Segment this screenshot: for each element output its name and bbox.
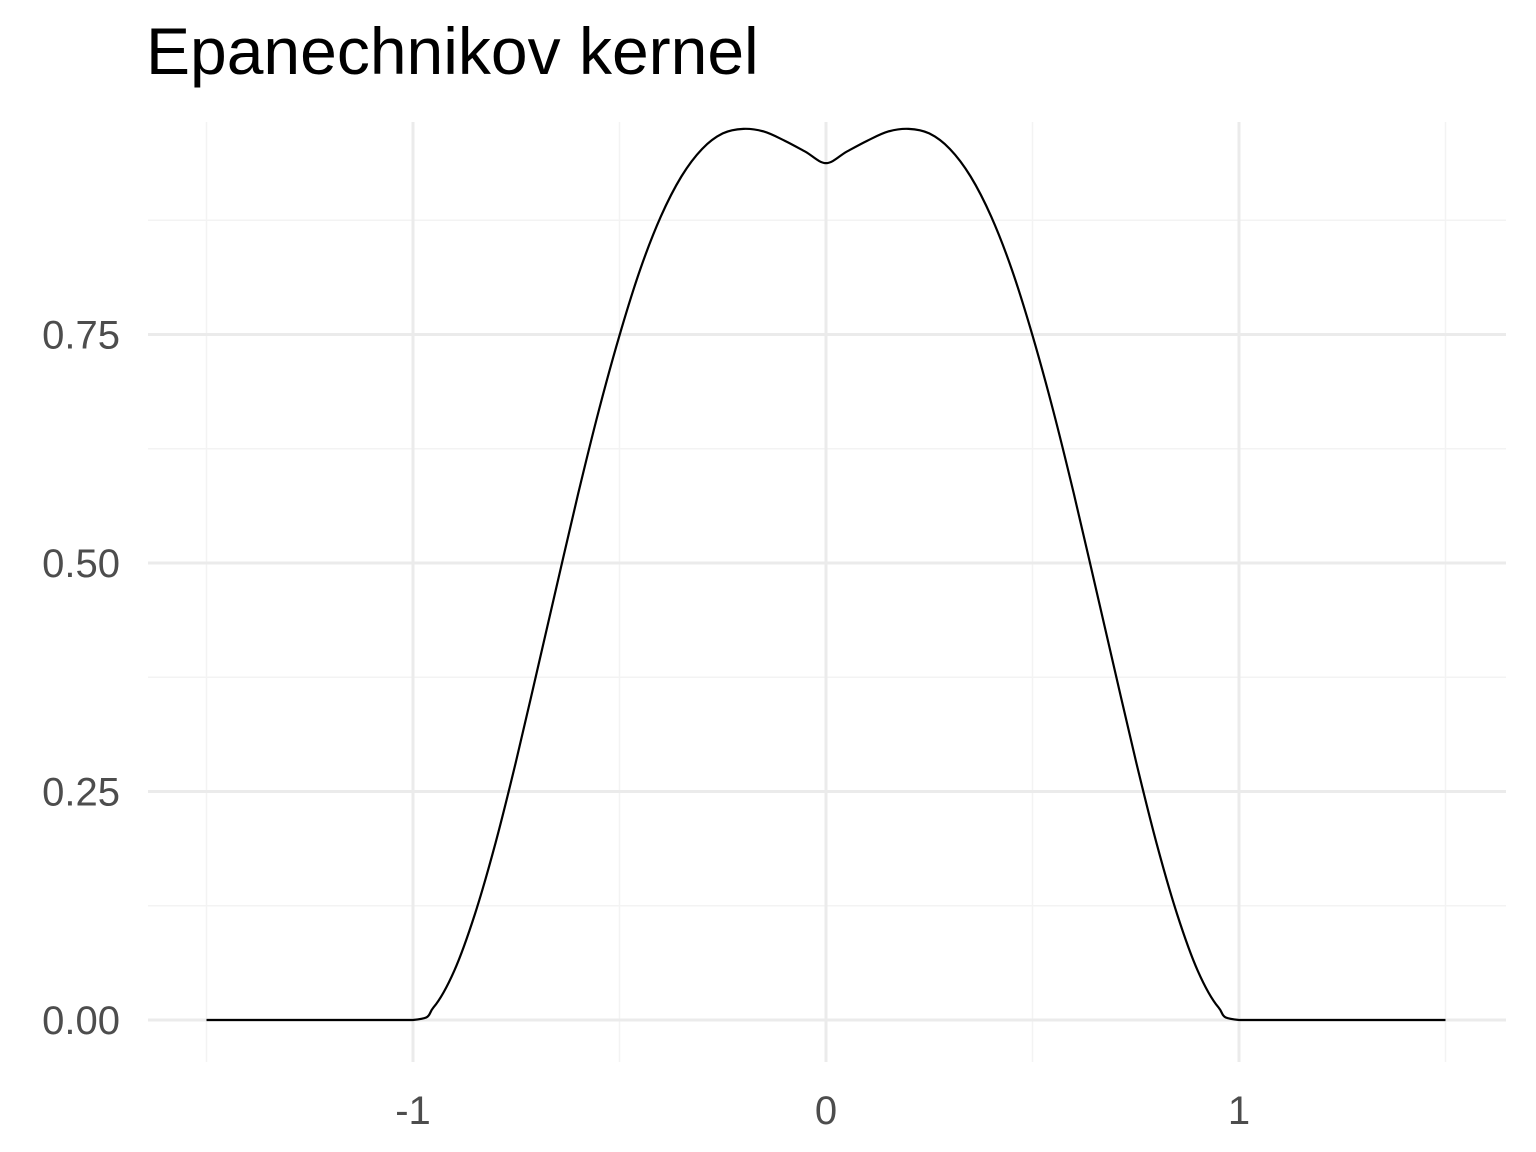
major-gridlines <box>148 122 1506 1062</box>
chart-title: Epanechnikov kernel <box>146 14 759 88</box>
x-axis-tick-labels: -1 0 1 <box>395 1089 1250 1133</box>
y-tick-label: 0.25 <box>42 771 120 815</box>
series-line <box>206 127 1446 1022</box>
x-tick-label: 0 <box>815 1089 837 1133</box>
y-tick-label: 0.75 <box>42 314 120 358</box>
y-tick-label: 0.00 <box>42 999 120 1043</box>
x-tick-label: 1 <box>1228 1089 1250 1133</box>
y-axis-tick-labels: 0.00 0.25 0.50 0.75 <box>42 314 120 1044</box>
x-tick-label: -1 <box>395 1089 431 1133</box>
y-tick-label: 0.50 <box>42 542 120 586</box>
series-group <box>206 127 1446 1022</box>
